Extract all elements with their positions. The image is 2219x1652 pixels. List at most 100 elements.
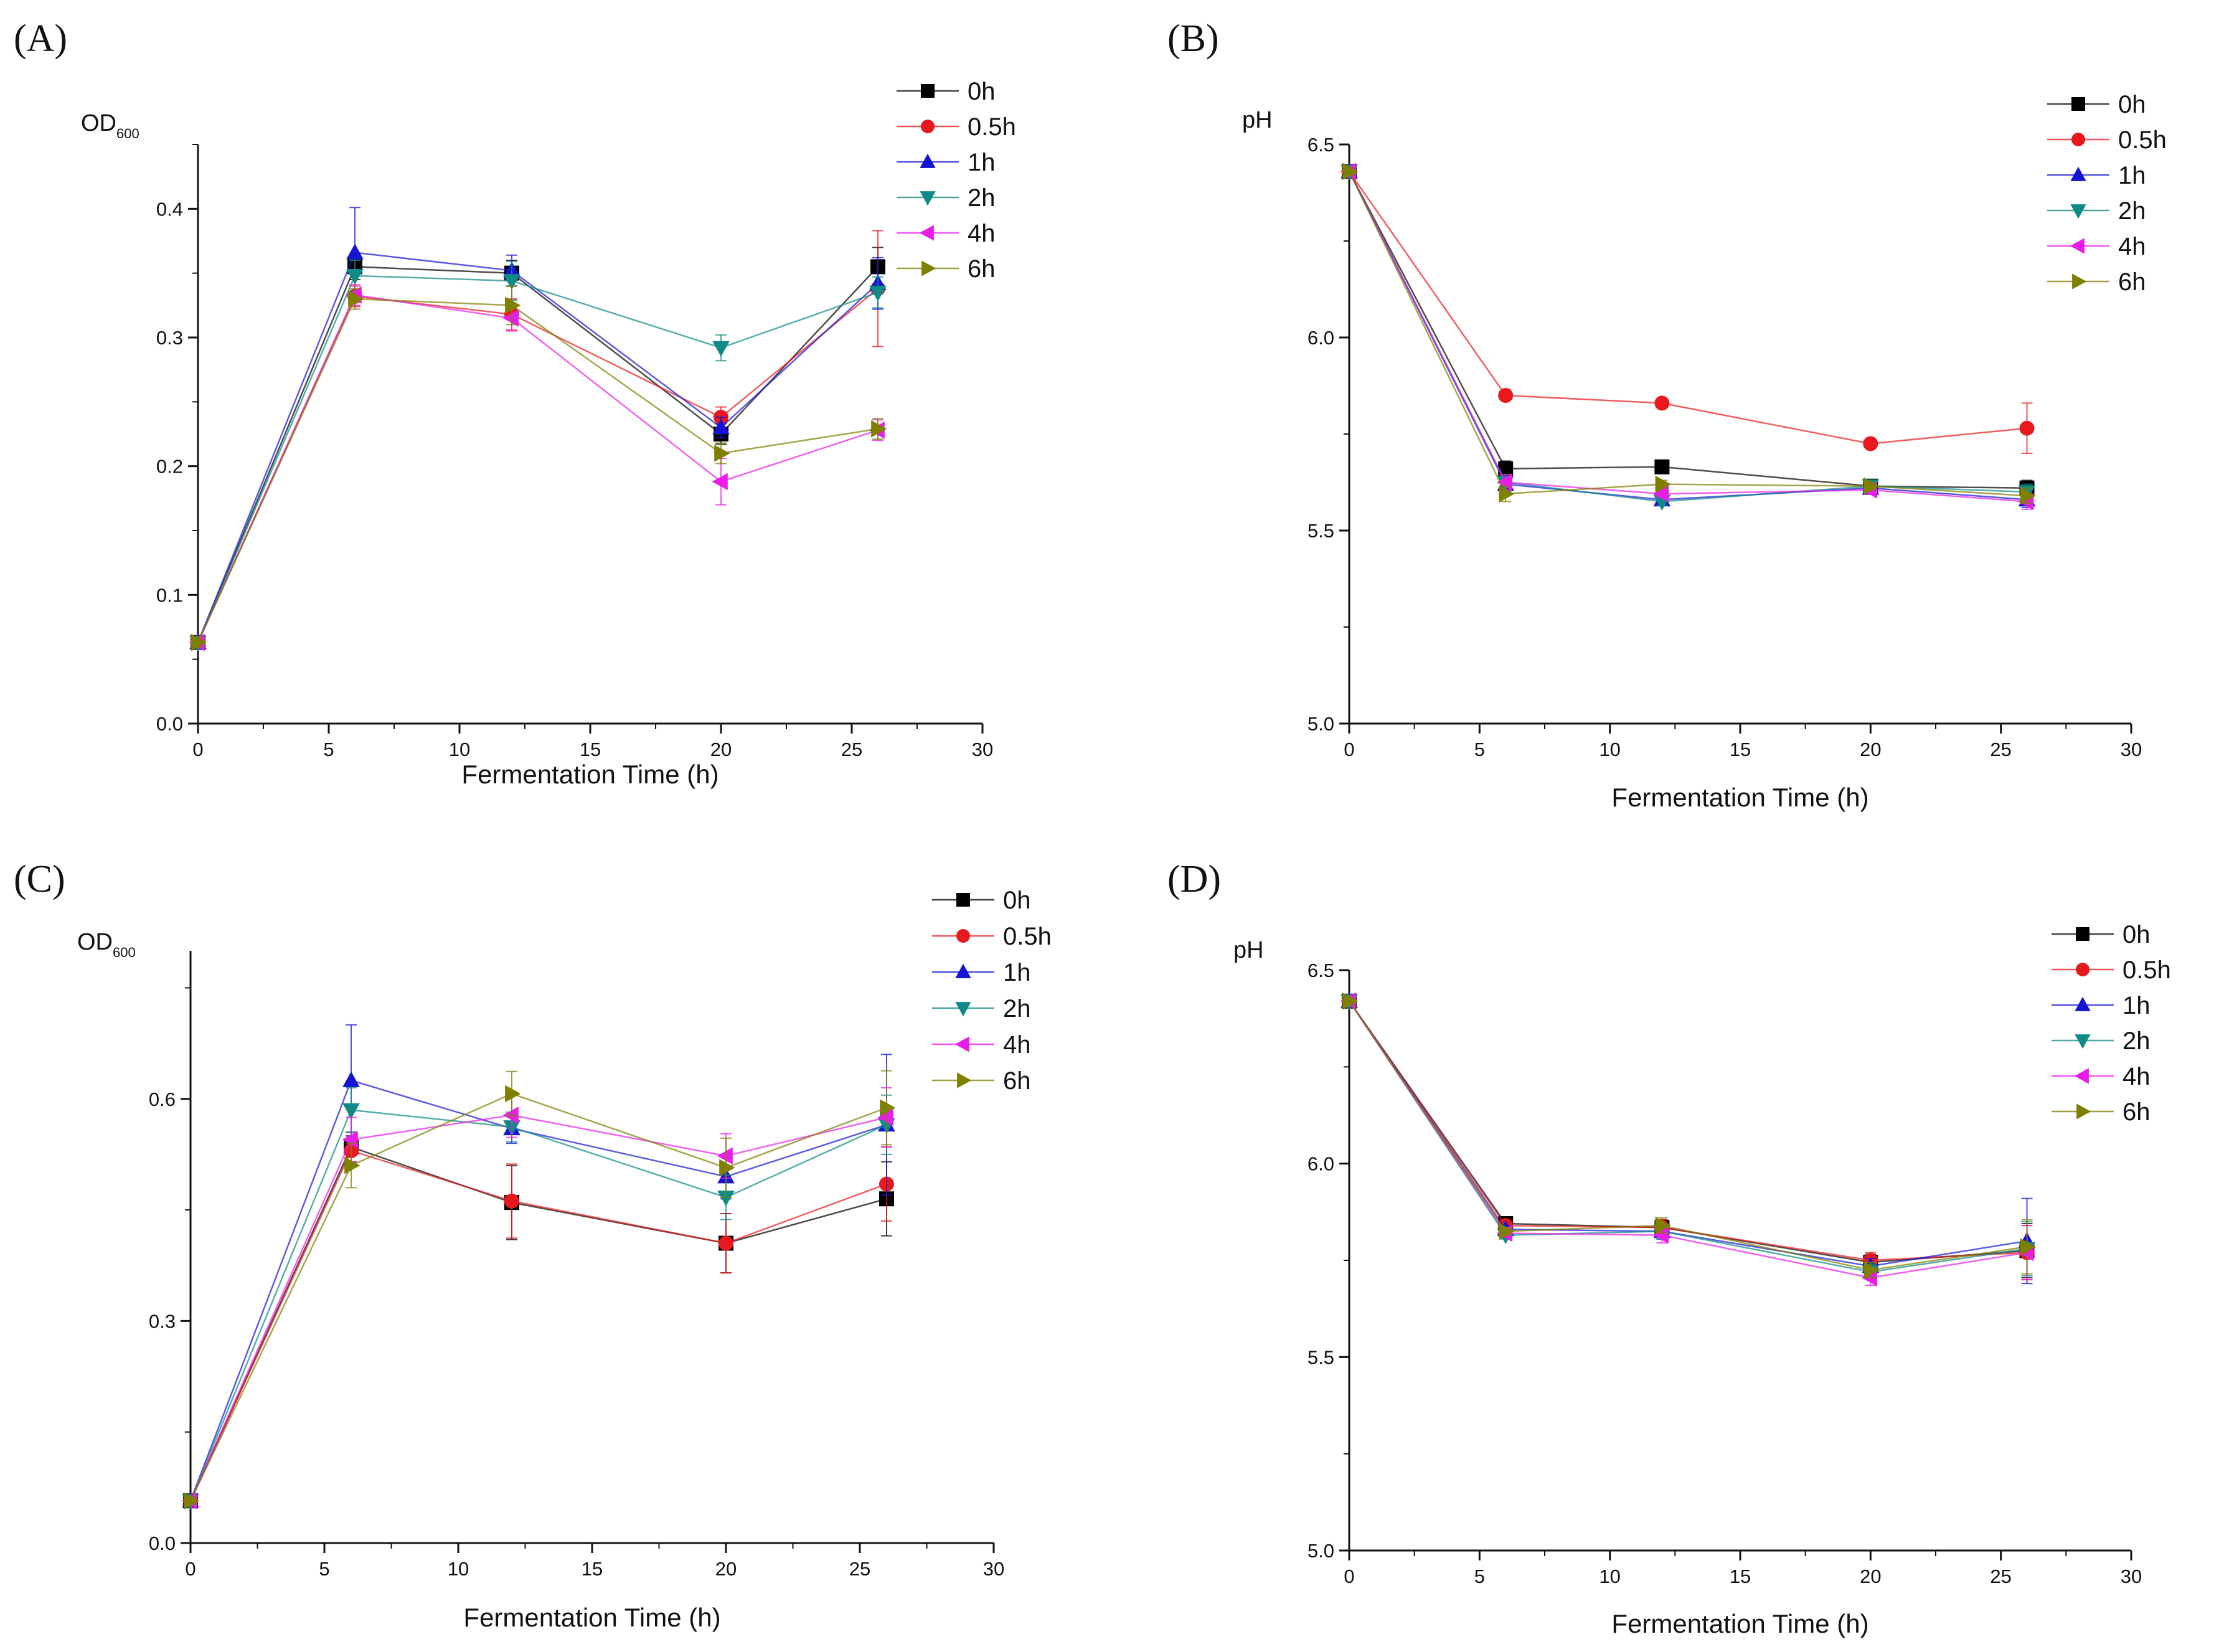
y-tick-label: 0.1: [156, 584, 183, 606]
data-point: [719, 1159, 735, 1177]
data-point: [1655, 1217, 1671, 1234]
series-line: [197, 252, 879, 643]
data-point: [1863, 477, 1880, 495]
y-axis-title: OD600: [81, 110, 139, 141]
x-tick-label: 30: [2121, 1565, 2142, 1587]
series-line: [189, 1146, 887, 1501]
data-point: [2020, 1238, 2036, 1256]
data-point: [191, 634, 207, 651]
legend-label: 6h: [2118, 268, 2146, 296]
legend-marker: [2076, 927, 2089, 941]
series-6h: [1342, 163, 2036, 504]
data-point: [2019, 420, 2035, 436]
data-point: [718, 1235, 733, 1251]
data-point: [503, 274, 521, 290]
x-tick-label: 5: [1474, 1565, 1485, 1587]
y-tick-label: 5.0: [1307, 1540, 1334, 1562]
x-tick-label: 20: [715, 1558, 737, 1580]
x-tick-label: 10: [1599, 1565, 1620, 1587]
y-tick-label: 0.2: [156, 456, 183, 478]
y-axis-subscript: 600: [113, 945, 136, 960]
y-tick-label: 5.5: [1307, 520, 1334, 542]
legend-label: 4h: [1003, 1031, 1031, 1059]
legend: 0h 0.5h 1h 2h 4h 6h: [932, 887, 1052, 1095]
legend-label: 2h: [2122, 1027, 2151, 1055]
data-point: [1498, 388, 1514, 403]
legend-label: 4h: [2122, 1063, 2151, 1090]
x-tick-label: 20: [1860, 739, 1881, 760]
series-line: [1348, 171, 2027, 503]
series-line: [197, 298, 879, 643]
panel-label: (B): [1167, 17, 1219, 60]
legend-label: 1h: [2118, 162, 2146, 189]
series-line: [1348, 171, 2027, 497]
legend-label: 4h: [2118, 233, 2146, 260]
legend-label: 0h: [1003, 887, 1031, 914]
series-0_5h: [183, 1135, 894, 1509]
x-tick-label: 15: [1730, 739, 1751, 760]
y-tick-label: 0.3: [156, 327, 183, 349]
legend-marker: [2070, 166, 2086, 181]
legend-label: 2h: [2118, 197, 2146, 225]
x-tick-label: 25: [849, 1558, 870, 1580]
legend-marker: [2075, 996, 2091, 1011]
x-tick-label: 15: [580, 739, 601, 760]
series-0h: [191, 247, 885, 650]
series-0h: [183, 1131, 894, 1509]
y-axis-title: pH: [1233, 937, 1264, 963]
y-tick-label: 5.5: [1307, 1346, 1334, 1368]
x-axis-title: Fermentation Time (h): [1611, 783, 1868, 812]
legend-label: 1h: [968, 149, 996, 176]
series-line: [189, 1109, 887, 1501]
x-tick-label: 30: [2121, 739, 2142, 760]
x-axis-title: Fermentation Time (h): [461, 760, 718, 789]
series-4h: [181, 1087, 893, 1510]
y-axis-title: pH: [1242, 107, 1273, 133]
x-tick-label: 5: [1474, 739, 1485, 760]
panel-d: (D) 0 5 10 15 20 25 30 5.0 5.5 6.0 6.5 Fermentation …: [1167, 858, 2171, 1638]
legend-label: 6h: [1003, 1067, 1031, 1095]
data-point: [346, 243, 364, 260]
series-line: [1348, 1000, 2027, 1262]
series-line: [1348, 171, 2027, 445]
panel-label: (C): [14, 858, 65, 900]
x-tick-label: 10: [448, 1558, 469, 1580]
series-4h: [1340, 163, 2034, 511]
series-6h: [1342, 992, 2036, 1279]
data-point: [2020, 487, 2036, 504]
panel-label: (D): [1167, 858, 1221, 900]
x-tick-label: 0: [1344, 739, 1354, 760]
data-point: [714, 445, 730, 462]
x-tick-label: 10: [1599, 739, 1620, 760]
data-point: [1342, 992, 1359, 1010]
x-tick-label: 0: [185, 1558, 196, 1580]
x-axis-title: Fermentation Time (h): [463, 1603, 720, 1632]
data-point: [1863, 436, 1878, 451]
legend: 0h 0.5h 1h 2h 4h 6h: [2052, 921, 2171, 1126]
legend-marker: [956, 929, 970, 943]
legend-label: 0h: [2122, 921, 2151, 948]
x-tick-label: 15: [1730, 1565, 1751, 1587]
legend-label: 2h: [1003, 995, 1031, 1022]
y-tick-label: 0.3: [149, 1310, 176, 1332]
legend-marker: [2070, 238, 2085, 254]
series-line: [1348, 1001, 2027, 1271]
x-tick-label: 25: [1990, 1565, 2011, 1587]
legend-marker: [957, 1072, 972, 1088]
y-tick-label: 6.5: [1307, 134, 1334, 156]
legend-marker: [2075, 1034, 2091, 1049]
data-point: [1654, 459, 1670, 474]
data-point: [502, 1107, 519, 1124]
x-tick-label: 25: [1990, 739, 2011, 760]
panel-a: (A) 0 5 10 15 20 25 30 0.0 0.1 0.2 0.3 0.4 Fermentati…: [14, 17, 1016, 789]
y-tick-label: 5.0: [1307, 713, 1334, 735]
data-point: [1653, 485, 1669, 503]
data-point: [344, 1156, 360, 1174]
data-point: [1499, 485, 1515, 503]
legend-label: 0h: [2118, 91, 2146, 118]
series-2h: [189, 260, 887, 652]
series-0h: [1342, 164, 2035, 497]
legend-marker: [920, 153, 936, 168]
data-point: [877, 1108, 893, 1126]
legend: 0h 0.5h 1h 2h 4h 6h: [2047, 91, 2167, 296]
